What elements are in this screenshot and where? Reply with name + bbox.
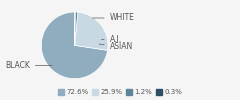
Text: BLACK: BLACK <box>5 62 52 70</box>
Wedge shape <box>41 12 108 79</box>
Text: A.I.: A.I. <box>102 35 122 44</box>
Legend: 72.6%, 25.9%, 1.2%, 0.3%: 72.6%, 25.9%, 1.2%, 0.3% <box>57 88 183 96</box>
Text: WHITE: WHITE <box>92 14 135 22</box>
Wedge shape <box>75 12 108 50</box>
Text: ASIAN: ASIAN <box>99 42 133 52</box>
Wedge shape <box>75 12 78 45</box>
